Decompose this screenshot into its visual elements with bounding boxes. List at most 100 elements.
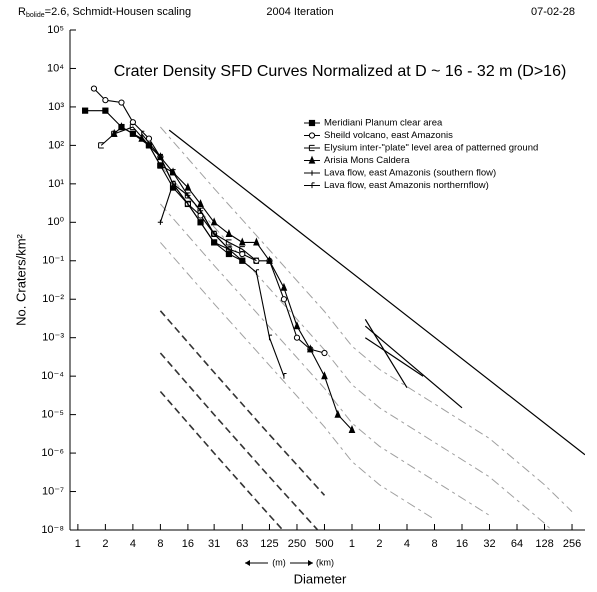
marker xyxy=(255,269,260,275)
marker xyxy=(197,208,204,214)
marker xyxy=(308,144,315,152)
x-tick-label: 1 xyxy=(75,538,81,550)
marker xyxy=(321,349,328,357)
marker xyxy=(210,217,218,226)
y-tick-label: 10⁴ xyxy=(47,62,64,74)
x-tick-label: 125 xyxy=(260,538,278,550)
x-tick-label: 64 xyxy=(511,538,523,550)
marker xyxy=(211,231,217,237)
marker xyxy=(169,167,177,176)
legend-label: Lava flow, east Amazonis (southern flow) xyxy=(324,168,496,179)
saturation-line xyxy=(168,129,585,456)
marker xyxy=(102,97,109,104)
x-tick-label: 4 xyxy=(130,538,136,550)
marker xyxy=(118,122,125,131)
y-tick-label: 10³ xyxy=(48,101,64,113)
x-tick-label: 16 xyxy=(182,538,194,550)
data-line xyxy=(100,126,257,262)
x-tick-label: 1 xyxy=(349,538,355,550)
x-unit-label: (km) xyxy=(316,557,334,567)
plot-area xyxy=(82,85,585,530)
x-tick-label: 63 xyxy=(236,538,248,550)
x-tick-label: 250 xyxy=(288,538,306,550)
y-tick-label: 10⁵ xyxy=(47,24,64,36)
marker xyxy=(311,182,315,189)
arrow-head xyxy=(245,560,250,566)
data-line xyxy=(159,182,230,250)
x-tick-label: 8 xyxy=(157,538,163,550)
marker xyxy=(308,132,316,139)
x-tick-label: 32 xyxy=(483,538,495,550)
marker xyxy=(238,237,246,246)
marker xyxy=(253,257,260,264)
chart-title: Crater Density SFD Curves Normalized at … xyxy=(114,63,567,80)
header-right: 07-02-28 xyxy=(531,6,575,18)
marker xyxy=(225,228,233,237)
y-axis-label: No. Craters/km² xyxy=(13,233,28,325)
marker xyxy=(228,246,232,252)
x-tick-label: 2 xyxy=(102,538,108,550)
marker xyxy=(283,373,287,379)
marker xyxy=(213,239,217,246)
marker xyxy=(90,85,98,92)
data-line xyxy=(113,126,353,431)
y-tick-label: 10⁻⁵ xyxy=(41,409,64,421)
marker xyxy=(241,257,245,264)
legend-label: Meridiani Planum clear area xyxy=(324,118,443,129)
isochron xyxy=(159,310,326,496)
marker xyxy=(118,99,125,106)
marker xyxy=(187,200,191,207)
marker xyxy=(309,170,315,176)
marker xyxy=(266,255,273,264)
y-tick-label: 10⁻⁷ xyxy=(42,485,64,497)
y-tick-label: 10⁻² xyxy=(42,293,64,305)
y-tick-label: 10⁻⁶ xyxy=(41,447,64,459)
header-left: Rbolide=2.6, Schmidt-Housen scaling xyxy=(18,6,191,19)
marker xyxy=(172,180,176,187)
marker xyxy=(141,130,145,137)
x-tick-label: 256 xyxy=(563,538,581,550)
data-line xyxy=(93,88,325,354)
marker xyxy=(129,123,136,131)
marker xyxy=(293,321,301,330)
segment-line xyxy=(364,318,408,389)
marker xyxy=(197,199,204,208)
x-tick-label: 2 xyxy=(376,538,382,550)
marker xyxy=(293,334,301,341)
isochron xyxy=(160,126,573,512)
legend-label: Arisia Mons Caldera xyxy=(324,155,410,166)
isochron xyxy=(160,203,490,516)
marker xyxy=(185,192,191,199)
marker xyxy=(82,107,89,114)
marker xyxy=(280,296,288,303)
y-tick-label: 10⁻³ xyxy=(42,332,64,344)
marker xyxy=(253,237,260,246)
marker xyxy=(280,282,288,291)
isochron xyxy=(160,165,553,530)
y-tick-label: 10⁰ xyxy=(47,216,64,228)
y-tick-label: 10⁻⁸ xyxy=(41,524,64,536)
legend-label: Elysium inter-"plate" level area of patt… xyxy=(324,143,538,154)
x-tick-label: 128 xyxy=(535,538,553,550)
marker xyxy=(184,182,192,191)
marker xyxy=(159,153,163,160)
x-tick-label: 500 xyxy=(315,538,333,550)
marker xyxy=(268,334,273,341)
x-tick-label: 4 xyxy=(404,538,410,550)
legend-label: Lava flow, east Amazonis northernflow) xyxy=(324,180,489,191)
marker xyxy=(98,142,104,149)
marker xyxy=(102,107,109,114)
marker xyxy=(225,239,232,246)
marker xyxy=(308,155,316,164)
marker xyxy=(321,371,328,380)
y-tick-label: 10² xyxy=(48,139,64,151)
marker xyxy=(308,119,316,127)
segment-line xyxy=(364,337,424,377)
marker xyxy=(110,128,118,137)
x-tick-label: 31 xyxy=(208,538,220,550)
marker xyxy=(348,425,356,434)
isochron xyxy=(159,352,319,530)
y-tick-label: 10¹ xyxy=(48,178,64,190)
y-tick-label: 10⁻¹ xyxy=(42,255,64,267)
